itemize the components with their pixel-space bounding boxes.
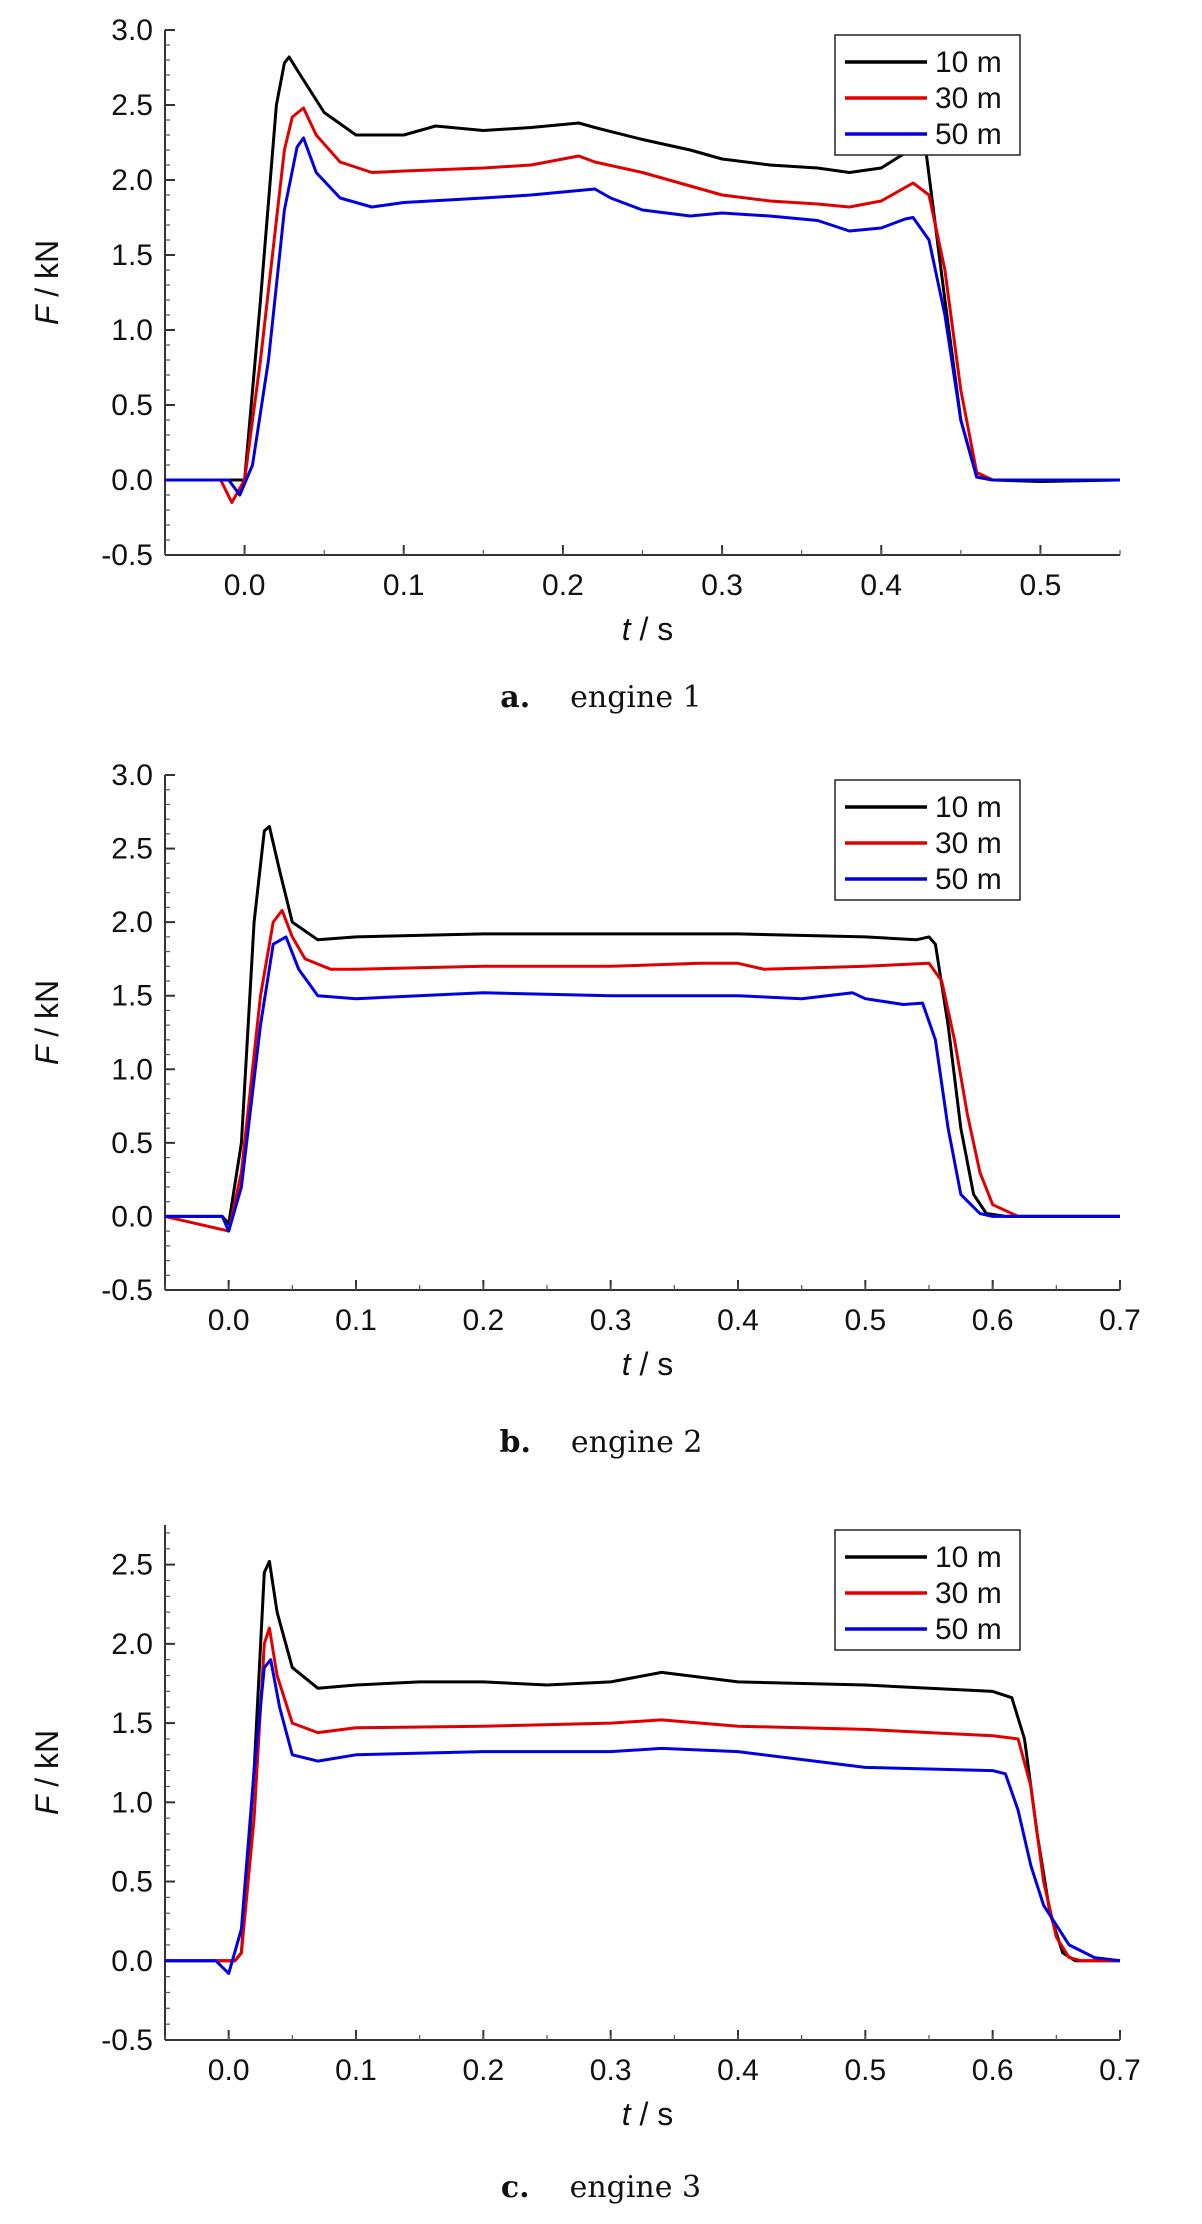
y-tick-label: 2.5: [111, 833, 153, 866]
y-tick-label: 0.0: [111, 1200, 153, 1233]
legend-label: 30 m: [935, 1577, 1002, 1610]
y-axis-label-unit: / kN: [29, 980, 65, 1046]
x-tick-label: 0.0: [224, 569, 266, 602]
series-line-50m: [165, 1658, 1121, 1975]
x-axis-label: t / s: [622, 2096, 674, 2132]
y-axis-label-unit: / kN: [29, 1730, 65, 1796]
caption-text-b: engine 2: [570, 1425, 703, 1460]
chart-panel-b: -0.5 0.0 0.5 1.0 1.5 2.0 2.5 3.0 0.0 0.1 0.2 0.3 0.4…: [0, 745, 1202, 1445]
series-line-10m: [165, 825, 1120, 1226]
x-tick-label: 0.3: [590, 1304, 632, 1337]
y-tick-label: 1.0: [111, 314, 153, 347]
x-tick-label: 0.5: [844, 1304, 886, 1337]
y-tick-label: 2.0: [111, 164, 153, 197]
legend: 10 m30 m50 m: [834, 779, 1021, 901]
y-tick-label: 2.0: [111, 906, 153, 939]
x-tick-label: 0.7: [1099, 1304, 1141, 1337]
series-line-50m: [165, 935, 1120, 1233]
chart-svg-c: -0.5 0.0 0.5 1.0 1.5 2.0 2.5 0.0 0.1 0.2 0.3 0.4 0.5…: [29, 1525, 1141, 2132]
legend: 10 m30 m50 m: [834, 34, 1021, 156]
x-tick-label: 0.3: [590, 2054, 632, 2087]
x-tick-label: 0.4: [860, 569, 902, 602]
x-tick-label: 0.1: [335, 2054, 377, 2087]
x-tick-label: 0.0: [208, 2054, 250, 2087]
caption-a: a. engine 1: [0, 680, 1202, 715]
y-tick-label: 0.5: [111, 1127, 153, 1160]
caption-c: c. engine 3: [0, 2170, 1202, 2205]
series-line-30m: [165, 106, 1120, 504]
caption-text-c: engine 3: [569, 2170, 702, 2205]
chart-svg-a: -0.5 0.0 0.5 1.0 1.5 2.0 2.5 3.0 0.0 0.1 0.2 0.3 0.4…: [29, 14, 1121, 647]
x-tick-label: 0.5: [844, 2054, 886, 2087]
y-tick-label: 2.5: [111, 89, 153, 122]
x-axis-label-unit: / s: [631, 611, 674, 647]
series-line-30m: [164, 908, 1120, 1233]
y-tick-label: 0.0: [111, 464, 153, 497]
x-tick-label: 0.1: [335, 1304, 377, 1337]
y-axis-label-unit: / kN: [29, 240, 65, 306]
x-tick-label: 0.2: [542, 569, 584, 602]
y-tick-label: 1.0: [111, 1053, 153, 1086]
y-tick-label: 1.0: [111, 1786, 153, 1819]
series-line-50m: [165, 136, 1120, 497]
chart-panel-a: -0.5 0.0 0.5 1.0 1.5 2.0 2.5 3.0 0.0 0.1 0.2 0.3 0.4…: [0, 0, 1202, 700]
x-tick-label: 0.4: [717, 1304, 759, 1337]
legend-label: 30 m: [935, 82, 1002, 115]
y-tick-label: -0.5: [101, 539, 153, 572]
x-axis-label-symbol: t: [622, 611, 632, 647]
x-tick-label: 0.6: [972, 1304, 1014, 1337]
x-axis-label-symbol: t: [622, 2096, 632, 2132]
x-tick-label: 0.4: [717, 2054, 759, 2087]
x-axis-label-unit: / s: [631, 2096, 674, 2132]
y-tick-label: 3.0: [111, 14, 153, 47]
x-tick-label: 0.6: [972, 2054, 1014, 2087]
series-line-10m: [165, 55, 1121, 483]
legend-label: 50 m: [935, 1613, 1002, 1646]
legend-label: 10 m: [935, 791, 1002, 824]
y-tick-label: 1.5: [111, 980, 153, 1013]
y-tick-label: 0.5: [111, 389, 153, 422]
chart-svg-b: -0.5 0.0 0.5 1.0 1.5 2.0 2.5 3.0 0.0 0.1 0.2 0.3 0.4…: [29, 759, 1141, 1382]
x-tick-label: 0.1: [383, 569, 425, 602]
x-axis-label-unit: / s: [631, 1346, 674, 1382]
x-axis-label: t / s: [622, 1346, 674, 1382]
y-tick-label: 1.5: [111, 1707, 153, 1740]
legend-label: 50 m: [935, 118, 1002, 151]
y-tick-label: 0.5: [111, 1866, 153, 1899]
y-tick-label: 3.0: [111, 759, 153, 792]
caption-text-a: engine 1: [570, 680, 702, 715]
x-tick-label: 0.5: [1020, 569, 1062, 602]
y-axis-label-symbol: F: [29, 303, 65, 325]
y-axis-label: F / kN: [29, 240, 65, 325]
caption-letter-b: b.: [499, 1425, 531, 1460]
legend-label: 30 m: [935, 827, 1002, 860]
x-tick-label: 0.3: [701, 569, 743, 602]
caption-b: b. engine 2: [0, 1425, 1202, 1460]
y-tick-label: 2.5: [111, 1549, 153, 1582]
x-axis-label-symbol: t: [622, 1346, 632, 1382]
y-tick-label: 0.0: [111, 1945, 153, 1978]
x-axis-label: t / s: [622, 611, 674, 647]
legend-label: 10 m: [935, 46, 1002, 79]
x-tick-label: 0.0: [208, 1304, 250, 1337]
series-line-30m: [165, 1626, 1120, 1963]
y-tick-label: 1.5: [111, 239, 153, 272]
caption-letter-a: a.: [500, 680, 531, 715]
y-axis-label-symbol: F: [29, 1043, 65, 1065]
caption-letter-c: c.: [500, 2170, 530, 2205]
chart-panel-c: -0.5 0.0 0.5 1.0 1.5 2.0 2.5 0.0 0.1 0.2 0.3 0.4 0.5…: [0, 1495, 1202, 2175]
y-tick-label: -0.5: [101, 2024, 153, 2057]
x-tick-label: 0.2: [462, 2054, 504, 2087]
x-tick-label: 0.2: [462, 1304, 504, 1337]
y-tick-label: 2.0: [111, 1628, 153, 1661]
y-tick-label: -0.5: [101, 1274, 153, 1307]
legend-label: 50 m: [935, 863, 1002, 896]
legend: 10 m30 m50 m: [834, 1529, 1021, 1651]
y-axis-label-symbol: F: [29, 1793, 65, 1815]
x-tick-label: 0.7: [1099, 2054, 1141, 2087]
legend-label: 10 m: [935, 1541, 1002, 1574]
y-axis-label: F / kN: [29, 980, 65, 1065]
y-axis-label: F / kN: [29, 1730, 65, 1815]
